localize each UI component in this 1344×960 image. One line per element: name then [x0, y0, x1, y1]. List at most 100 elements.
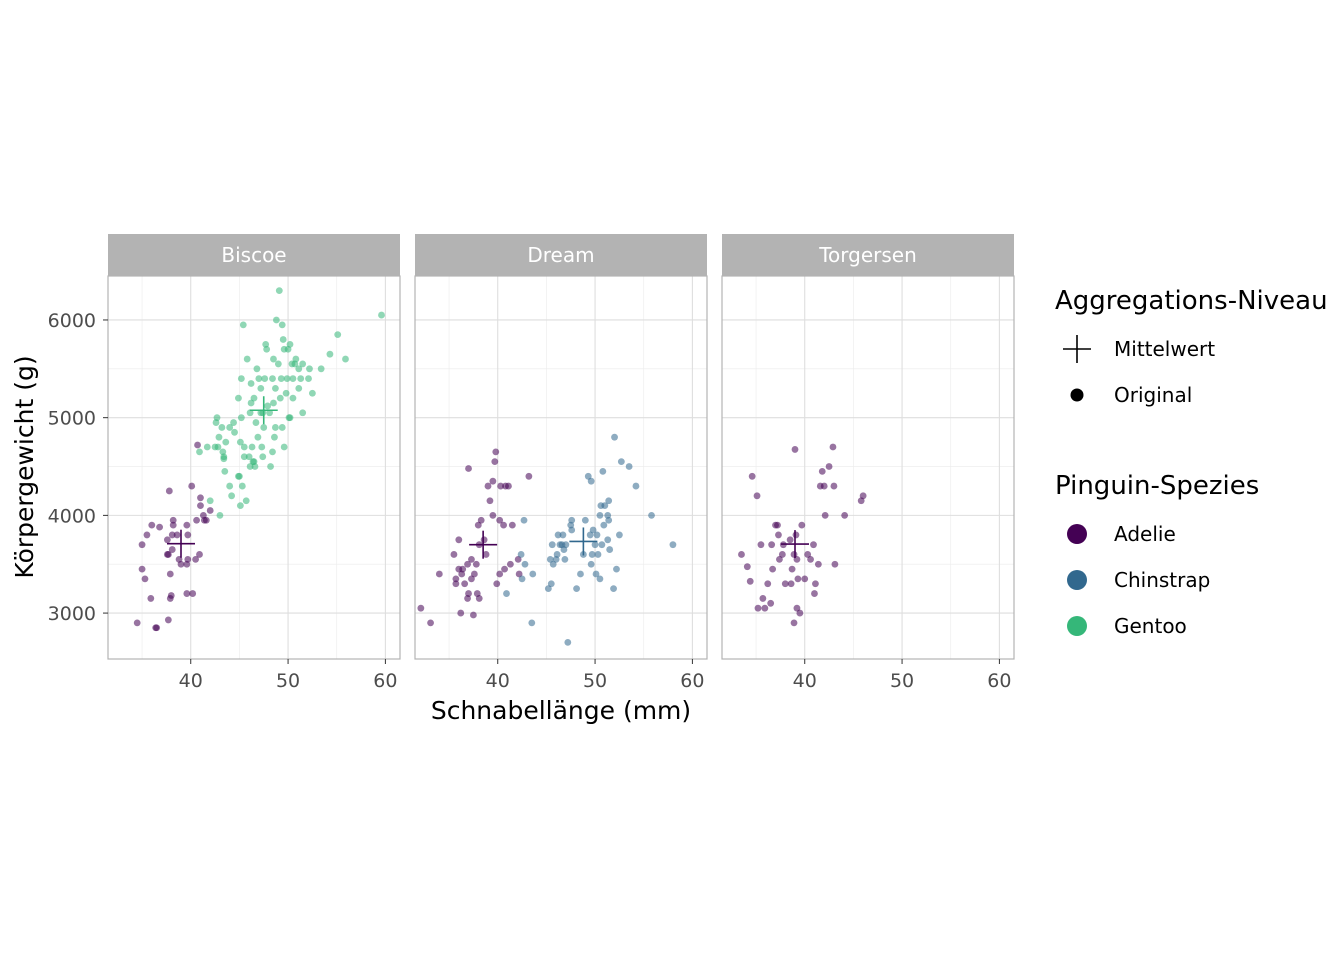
- data-point-adelie: [787, 580, 795, 588]
- data-point-chinstrap: [503, 590, 510, 597]
- data-point-adelie: [192, 555, 200, 563]
- data-point-adelie: [152, 624, 160, 632]
- data-point-adelie: [452, 575, 460, 583]
- data-point-adelie: [753, 492, 761, 500]
- data-point-chinstrap: [604, 536, 612, 544]
- data-point-adelie: [743, 563, 751, 571]
- x-tick-label: 50: [583, 670, 607, 692]
- data-point-adelie: [514, 555, 522, 563]
- data-point-adelie: [141, 575, 149, 583]
- mean-marker-adelie: [167, 529, 195, 558]
- mean-marker-chinstrap: [569, 527, 598, 556]
- data-point-gentoo: [264, 402, 272, 410]
- data-point-chinstrap: [606, 546, 614, 553]
- data-point-adelie: [769, 565, 777, 573]
- data-point-gentoo: [239, 321, 247, 329]
- data-point-gentoo: [270, 355, 277, 363]
- data-point-adelie: [166, 570, 174, 578]
- data-point-adelie: [470, 570, 478, 578]
- data-point-adelie: [500, 521, 507, 529]
- data-point-chinstrap: [625, 463, 633, 470]
- data-point-adelie: [173, 531, 181, 539]
- data-point-gentoo: [278, 321, 286, 329]
- y-tick-label: 3000: [48, 603, 96, 625]
- data-point-adelie: [184, 555, 192, 563]
- data-point-adelie: [164, 616, 172, 624]
- data-point-gentoo: [226, 424, 234, 431]
- data-point-adelie: [465, 465, 472, 472]
- data-point-adelie: [464, 560, 471, 568]
- legend-label-original: Original: [1114, 383, 1192, 407]
- data-point-adelie: [169, 521, 177, 529]
- data-point-adelie: [168, 546, 176, 553]
- data-point-chinstrap: [546, 555, 554, 563]
- x-tick-label: 40: [486, 670, 510, 692]
- x-tick-label: 60: [987, 670, 1011, 692]
- data-point-gentoo: [203, 443, 211, 451]
- data-point-gentoo: [235, 472, 242, 480]
- data-point-gentoo: [238, 482, 246, 490]
- data-point-chinstrap: [632, 482, 640, 490]
- data-point-gentoo: [220, 455, 228, 463]
- data-point-adelie: [525, 472, 533, 480]
- data-point-adelie: [165, 487, 173, 495]
- data-point-adelie: [183, 521, 191, 529]
- data-point-gentoo: [272, 316, 280, 324]
- data-point-gentoo: [214, 443, 222, 451]
- data-point-chinstrap: [613, 565, 620, 573]
- data-point-adelie: [746, 577, 754, 585]
- data-point-chinstrap: [605, 497, 613, 505]
- data-point-adelie: [184, 531, 192, 539]
- data-point-adelie: [508, 521, 516, 529]
- data-point-chinstrap: [616, 531, 623, 539]
- data-point-chinstrap: [648, 511, 655, 519]
- x-tick-label: 50: [890, 670, 914, 692]
- data-point-gentoo: [260, 424, 268, 431]
- data-point-chinstrap: [581, 516, 589, 524]
- data-point-adelie: [807, 555, 814, 563]
- legend-item-adelie: Adelie: [1067, 522, 1176, 546]
- data-point-adelie: [138, 541, 146, 549]
- data-point-gentoo: [378, 311, 385, 319]
- data-point-adelie: [772, 521, 779, 529]
- data-point-gentoo: [254, 433, 262, 441]
- data-point-adelie: [814, 560, 822, 568]
- data-point-adelie: [450, 551, 458, 558]
- data-point-gentoo: [235, 394, 242, 402]
- data-point-gentoo: [237, 414, 245, 422]
- data-point-adelie: [474, 521, 482, 529]
- data-point-adelie: [506, 560, 514, 568]
- data-point-gentoo: [248, 443, 256, 451]
- data-point-adelie: [792, 531, 800, 539]
- data-point-adelie: [455, 536, 463, 544]
- legend-item-chinstrap: Chinstrap: [1067, 568, 1210, 592]
- data-point-chinstrap: [564, 638, 572, 646]
- data-point-gentoo: [272, 424, 279, 431]
- data-point-chinstrap: [559, 531, 567, 539]
- data-point-adelie: [764, 580, 772, 588]
- data-point-gentoo: [247, 399, 255, 407]
- data-point-adelie: [470, 611, 477, 619]
- data-point-gentoo: [246, 463, 254, 470]
- data-point-gentoo: [272, 384, 279, 392]
- data-point-adelie: [502, 482, 509, 490]
- legend-label-gentoo: Gentoo: [1114, 614, 1187, 638]
- data-point-adelie: [143, 531, 151, 539]
- facet-strip: [415, 234, 707, 276]
- data-point-gentoo: [305, 375, 312, 382]
- data-point-chinstrap: [517, 551, 525, 558]
- data-point-gentoo: [306, 365, 313, 373]
- data-point-gentoo: [213, 414, 221, 422]
- data-point-adelie: [147, 595, 155, 602]
- data-point-adelie: [754, 604, 762, 612]
- data-point-chinstrap: [568, 526, 576, 534]
- data-point-adelie: [193, 516, 200, 524]
- data-point-adelie: [759, 595, 767, 602]
- data-point-chinstrap: [596, 511, 604, 519]
- data-point-gentoo: [317, 365, 325, 373]
- data-point-adelie: [798, 521, 806, 529]
- data-point-adelie: [183, 590, 191, 597]
- data-point-adelie: [829, 443, 837, 451]
- data-point-gentoo: [237, 375, 245, 382]
- data-point-chinstrap: [599, 468, 607, 475]
